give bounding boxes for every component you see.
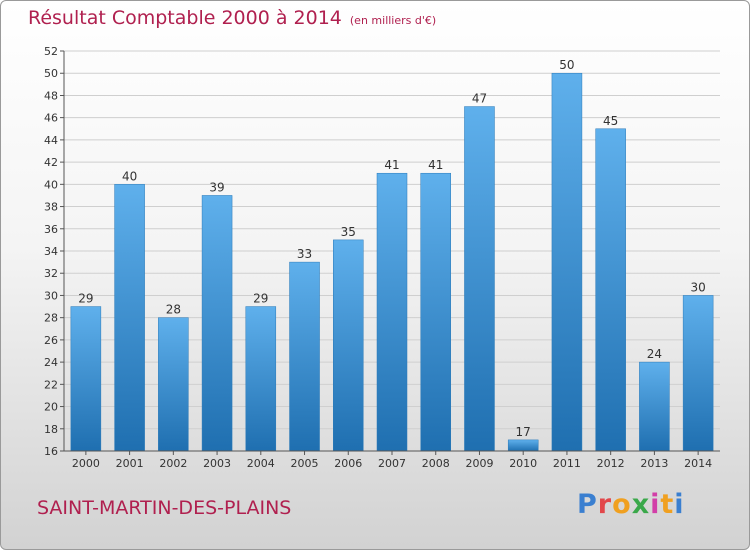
bar-2002	[158, 317, 189, 452]
y-tick-label: 48	[44, 89, 58, 102]
y-tick-label: 46	[44, 112, 58, 125]
unit-note: (en milliers d'€)	[349, 14, 437, 27]
commune-name: SAINT-MARTIN-DES-PLAINS	[37, 497, 292, 519]
data-label-2005: 33	[297, 247, 312, 261]
bar-2000	[70, 306, 102, 452]
x-tick-label-2001: 2001	[116, 457, 144, 470]
y-tick-label: 16	[44, 445, 58, 458]
data-label-2002: 28	[166, 303, 181, 317]
x-tick-label-2000: 2000	[72, 457, 100, 470]
data-label-2012: 45	[603, 114, 618, 128]
logo-letter: i	[674, 489, 685, 520]
bar-2005	[289, 261, 320, 452]
y-tick-label: 24	[44, 356, 58, 369]
y-tick-label: 36	[44, 223, 58, 236]
y-tick-label: 32	[44, 267, 58, 280]
x-tick-label-2012: 2012	[597, 457, 625, 470]
bar-2009	[464, 106, 495, 452]
y-tick-label: 34	[44, 245, 58, 258]
logo-letter: r	[597, 489, 613, 520]
y-tick-label: 38	[44, 201, 58, 214]
logo-letter: t	[660, 489, 675, 520]
x-tick-label-2009: 2009	[465, 457, 493, 470]
data-label-2000: 29	[78, 292, 93, 306]
data-labels: 29 40 28 39 29 33 35 41 41 47 17 50 45 24 30	[78, 58, 706, 439]
data-label-2014: 30	[690, 280, 705, 294]
logo-letter: x	[631, 489, 651, 520]
data-label-2001: 40	[122, 169, 137, 183]
bar-2011	[551, 72, 583, 452]
bar-2014	[682, 295, 714, 452]
data-label-2004: 29	[253, 292, 268, 306]
y-tick-label: 28	[44, 312, 58, 325]
data-label-2007: 41	[384, 158, 399, 172]
data-label-2010: 17	[516, 425, 531, 439]
bar-2010	[507, 439, 539, 452]
bar-2003	[201, 195, 233, 452]
bar-2013	[639, 361, 670, 452]
y-tick-label: 50	[44, 67, 58, 80]
x-tick-label-2002: 2002	[159, 457, 187, 470]
bar-2008	[420, 172, 451, 452]
y-tick-label: 42	[44, 156, 58, 169]
x-tick-label-2004: 2004	[247, 457, 275, 470]
data-label-2003: 39	[209, 180, 224, 194]
bar-2007	[376, 172, 408, 452]
y-tick-label: 20	[44, 401, 58, 414]
data-label-2006: 35	[341, 225, 356, 239]
y-tick-label: 18	[44, 423, 58, 436]
data-label-2013: 24	[647, 347, 662, 361]
y-tick-label: 52	[44, 45, 58, 58]
y-tick-label: 40	[44, 178, 58, 191]
data-label-2011: 50	[559, 58, 574, 72]
x-tick-label-2008: 2008	[422, 457, 450, 470]
x-tick-label-2010: 2010	[509, 457, 537, 470]
logo-letter: o	[612, 489, 632, 520]
bars	[70, 72, 714, 452]
y-tick-label: 22	[44, 378, 58, 391]
chart-title: Résultat Comptable 2000 à 2014 (en millie…	[28, 7, 436, 29]
bar-2001	[114, 184, 145, 452]
y-tick-label: 30	[44, 289, 58, 302]
bar-2006	[333, 239, 364, 452]
x-tick-label-2014: 2014	[684, 457, 712, 470]
bar-2012	[595, 128, 626, 452]
logo-letter: P	[577, 489, 598, 520]
x-tick-label-2011: 2011	[553, 457, 581, 470]
title-text: Résultat Comptable 2000 à 2014	[28, 7, 342, 29]
x-tick-label-2003: 2003	[203, 457, 231, 470]
x-tick-label-2006: 2006	[334, 457, 362, 470]
x-tick-label-2013: 2013	[640, 457, 668, 470]
bar-2004	[245, 306, 277, 452]
y-tick-label: 44	[44, 134, 58, 147]
data-label-2009: 47	[472, 92, 487, 106]
x-tick-label-2007: 2007	[378, 457, 406, 470]
proxiti-logo: Proxiti	[577, 489, 685, 520]
y-tick-label: 26	[44, 334, 58, 347]
data-label-2008: 41	[428, 158, 443, 172]
axes: 16 18 20 22 24 26 28 30 32 34 36 38 40 42 44 46 48 50 52 20…	[44, 45, 720, 470]
x-tick-label-2005: 2005	[291, 457, 319, 470]
logo-letter: i	[650, 489, 661, 520]
